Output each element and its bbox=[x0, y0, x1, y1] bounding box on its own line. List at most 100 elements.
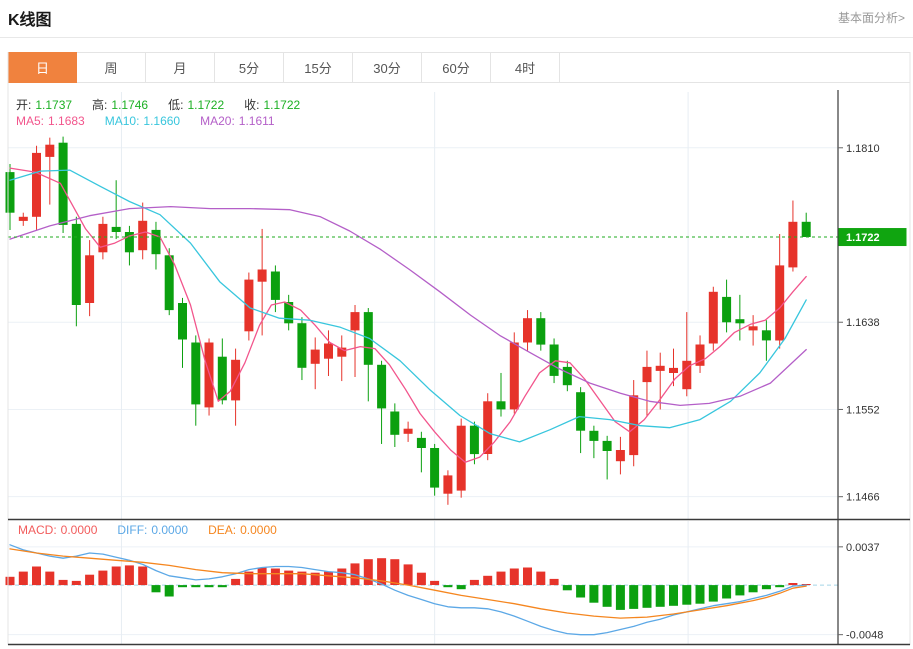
candle-body bbox=[217, 356, 227, 401]
row-macd-item: MACD: 0.0000 bbox=[18, 523, 101, 537]
readout-label: MACD: bbox=[18, 523, 57, 537]
macd-hist-bar bbox=[629, 585, 639, 609]
candle-body bbox=[483, 401, 493, 454]
candle-body bbox=[509, 342, 519, 410]
candle-body bbox=[45, 144, 55, 157]
candle-body bbox=[496, 401, 506, 410]
macd-hist-bar bbox=[138, 566, 148, 586]
readout-value: 1.1683 bbox=[48, 114, 85, 128]
row-ohlc-item: 收: 1.1722 bbox=[244, 98, 304, 112]
ma5-line bbox=[9, 167, 807, 463]
macd-hist-bar bbox=[363, 559, 373, 585]
macd-readout: MACD: 0.0000 DIFF: 0.0000 DEA: 0.0000 bbox=[18, 523, 297, 537]
price-tick-label: 1.1466 bbox=[846, 492, 880, 504]
macd-hist-bar bbox=[509, 568, 519, 585]
dea-line bbox=[9, 548, 807, 619]
readout-value: 1.1611 bbox=[238, 114, 275, 128]
candle-body bbox=[85, 255, 95, 303]
macd-hist-bar bbox=[615, 585, 625, 610]
macd-hist-bar bbox=[5, 576, 15, 586]
macd-hist-bar bbox=[151, 585, 161, 593]
macd-hist-bar bbox=[443, 585, 453, 588]
candle-body bbox=[5, 172, 15, 213]
current-price-label: 1.1722 bbox=[846, 232, 880, 244]
macd-hist-bar bbox=[58, 579, 68, 586]
candle-body bbox=[775, 265, 785, 341]
candle-body bbox=[71, 223, 81, 305]
candle-body bbox=[602, 440, 612, 451]
interval-tabs: 日周月 5分 15分 30分 60分 4时 bbox=[8, 52, 560, 83]
macd-hist-bar bbox=[390, 559, 400, 585]
row-ma-item: MA5: 1.1683 bbox=[16, 114, 89, 128]
macd-hist-bar bbox=[85, 574, 95, 585]
candle-body bbox=[735, 319, 745, 324]
candle-body bbox=[615, 450, 625, 462]
header-divider bbox=[0, 37, 913, 38]
row-ma-item: MA10: 1.1660 bbox=[105, 114, 184, 128]
macd-hist-bar bbox=[496, 571, 506, 585]
macd-hist-bar bbox=[576, 585, 586, 598]
row-ohlc-item: 高: 1.1746 bbox=[92, 98, 152, 112]
macd-hist-bar bbox=[788, 583, 798, 586]
tab-4hour[interactable]: 4时 bbox=[491, 52, 560, 83]
macd-hist-bar bbox=[191, 585, 201, 588]
readout-value: 1.1660 bbox=[143, 114, 181, 128]
candle-body bbox=[244, 279, 254, 332]
macd-hist-bar bbox=[71, 580, 81, 585]
readout-label: MA5: bbox=[16, 114, 45, 128]
macd-hist-bar bbox=[32, 566, 41, 586]
candle-body bbox=[642, 366, 652, 383]
macd-hist-bar bbox=[297, 571, 307, 585]
price-tick-label: 1.1810 bbox=[846, 143, 880, 155]
macd-hist-bar bbox=[324, 571, 333, 585]
fundamental-analysis-link[interactable]: 基本面分析> bbox=[837, 11, 905, 25]
readout-label: 高: bbox=[92, 98, 108, 112]
candle-body bbox=[682, 360, 692, 390]
macd-hist-bar bbox=[775, 585, 785, 588]
macd-hist-bar bbox=[469, 579, 479, 586]
macd-hist-bar bbox=[536, 571, 546, 585]
macd-hist-bar bbox=[178, 585, 187, 588]
candle-body bbox=[669, 367, 678, 373]
macd-hist-bar bbox=[735, 585, 745, 596]
candle-body bbox=[32, 152, 41, 217]
row-ohlc-item: 开: 1.1737 bbox=[16, 98, 76, 112]
candle-body bbox=[629, 395, 639, 456]
candle-body bbox=[655, 365, 665, 371]
price-tick-label: 1.1552 bbox=[846, 404, 880, 416]
row-macd-item: DEA: 0.0000 bbox=[208, 523, 281, 537]
readout-label: MA20: bbox=[200, 114, 235, 128]
ohlc-readout: 开: 1.1737 高: 1.1746 低: 1.1722 收: 1.1722 bbox=[16, 96, 320, 113]
row-macd-item: DIFF: 0.0000 bbox=[117, 523, 192, 537]
readout-value: 1.1737 bbox=[35, 98, 73, 112]
macd-hist-bar bbox=[483, 575, 493, 586]
tab-30min[interactable]: 30分 bbox=[353, 52, 422, 83]
candle-body bbox=[536, 318, 546, 345]
candle-body bbox=[324, 343, 333, 359]
candle-body bbox=[337, 347, 347, 357]
macd-hist-bar bbox=[18, 571, 28, 585]
macd-hist-bar bbox=[111, 566, 121, 586]
tab-day[interactable]: 日 bbox=[8, 52, 77, 83]
price-tick-label: 1.1638 bbox=[846, 317, 880, 329]
candle-body bbox=[469, 425, 479, 455]
tab-week[interactable]: 周 bbox=[77, 52, 146, 83]
candle-body bbox=[191, 342, 201, 405]
ma20-line bbox=[9, 205, 807, 407]
macd-hist-bar bbox=[217, 585, 227, 588]
candle-body bbox=[549, 344, 559, 376]
macd-hist-bar bbox=[310, 572, 320, 586]
readout-label: 开: bbox=[16, 98, 32, 112]
tab-15min[interactable]: 15分 bbox=[284, 52, 353, 83]
candle-body bbox=[801, 221, 811, 237]
candle-body bbox=[562, 366, 572, 386]
candle-body bbox=[443, 475, 453, 494]
candle-body bbox=[204, 342, 214, 408]
candle-body bbox=[523, 318, 532, 343]
tab-5min[interactable]: 5分 bbox=[215, 52, 284, 83]
tab-month[interactable]: 月 bbox=[146, 52, 215, 83]
macd-tick-label: -0.0048 bbox=[846, 630, 883, 642]
macd-hist-bar bbox=[164, 585, 174, 597]
tab-60min[interactable]: 60分 bbox=[422, 52, 491, 83]
